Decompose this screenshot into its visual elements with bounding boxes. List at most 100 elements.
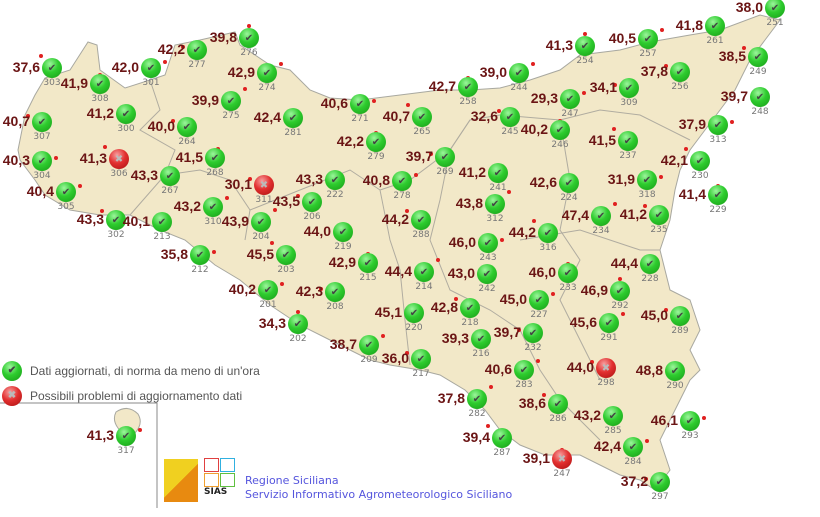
temperature-value: 42,9 <box>227 64 255 80</box>
check-green-icon[interactable]: ✔ <box>558 263 578 283</box>
check-green-icon[interactable]: ✔ <box>708 185 728 205</box>
check-green-icon[interactable]: ✔ <box>529 290 549 310</box>
cross-red-icon[interactable]: ✖ <box>109 149 129 169</box>
check-green-icon[interactable]: ✔ <box>467 389 487 409</box>
check-green-icon[interactable]: ✔ <box>283 108 303 128</box>
check-green-icon[interactable]: ✔ <box>411 210 431 230</box>
check-green-icon[interactable]: ✔ <box>325 170 345 190</box>
cross-red-icon[interactable]: ✖ <box>596 358 616 378</box>
check-green-icon[interactable]: ✔ <box>258 280 278 300</box>
check-green-icon[interactable]: ✔ <box>221 91 241 111</box>
station-location-dot <box>702 416 706 420</box>
check-green-icon[interactable]: ✔ <box>550 120 570 140</box>
check-green-icon[interactable]: ✔ <box>205 148 225 168</box>
check-green-icon[interactable]: ✔ <box>708 115 728 135</box>
check-green-icon[interactable]: ✔ <box>56 182 76 202</box>
check-green-icon[interactable]: ✔ <box>257 63 277 83</box>
check-green-icon[interactable]: ✔ <box>203 197 223 217</box>
check-green-icon[interactable]: ✔ <box>435 147 455 167</box>
check-green-icon[interactable]: ✔ <box>302 192 322 212</box>
check-green-icon[interactable]: ✔ <box>239 28 259 48</box>
check-green-icon[interactable]: ✔ <box>670 62 690 82</box>
check-green-icon[interactable]: ✔ <box>509 63 529 83</box>
check-green-icon[interactable]: ✔ <box>160 166 180 186</box>
check-green-icon[interactable]: ✔ <box>492 428 512 448</box>
check-green-icon[interactable]: ✔ <box>116 104 136 124</box>
check-green-icon[interactable]: ✔ <box>640 254 660 274</box>
check-green-icon[interactable]: ✔ <box>750 87 770 107</box>
check-green-icon[interactable]: ✔ <box>458 77 478 97</box>
check-green-icon[interactable]: ✔ <box>610 281 630 301</box>
check-green-icon[interactable]: ✔ <box>665 361 685 381</box>
check-green-icon[interactable]: ✔ <box>190 245 210 265</box>
check-green-icon[interactable]: ✔ <box>359 335 379 355</box>
check-green-icon[interactable]: ✔ <box>485 194 505 214</box>
station-location-dot <box>171 119 175 123</box>
check-green-icon[interactable]: ✔ <box>514 360 534 380</box>
check-green-icon[interactable]: ✔ <box>523 323 543 343</box>
check-green-icon[interactable]: ✔ <box>748 47 768 67</box>
check-green-icon[interactable]: ✔ <box>619 78 639 98</box>
check-green-icon[interactable]: ✔ <box>392 171 412 191</box>
check-green-icon[interactable]: ✔ <box>488 163 508 183</box>
check-green-icon[interactable]: ✔ <box>358 253 378 273</box>
check-green-icon[interactable]: ✔ <box>412 107 432 127</box>
station-location-dot <box>517 328 521 332</box>
check-green-icon[interactable]: ✔ <box>603 406 623 426</box>
check-green-icon[interactable]: ✔ <box>177 117 197 137</box>
check-green-icon[interactable]: ✔ <box>106 210 126 230</box>
check-green-icon[interactable]: ✔ <box>32 112 52 132</box>
check-green-icon[interactable]: ✔ <box>141 58 161 78</box>
check-green-icon[interactable]: ✔ <box>548 394 568 414</box>
check-green-icon[interactable]: ✔ <box>460 298 480 318</box>
station-id: 228 <box>641 274 659 284</box>
temperature-value: 31,9 <box>607 171 635 187</box>
check-green-icon[interactable]: ✔ <box>404 303 424 323</box>
check-green-icon[interactable]: ✔ <box>32 151 52 171</box>
check-green-icon[interactable]: ✔ <box>477 264 497 284</box>
station-id: 206 <box>303 212 321 222</box>
check-green-icon[interactable]: ✔ <box>650 472 670 492</box>
check-green-icon[interactable]: ✔ <box>414 262 434 282</box>
sicily-land <box>17 14 781 491</box>
check-green-icon[interactable]: ✔ <box>42 58 62 78</box>
station-id: 289 <box>671 326 689 336</box>
check-green-icon[interactable]: ✔ <box>575 36 595 56</box>
check-green-icon[interactable]: ✔ <box>276 245 296 265</box>
cross-red-icon[interactable]: ✖ <box>552 449 572 469</box>
check-green-icon[interactable]: ✔ <box>560 89 580 109</box>
check-green-icon[interactable]: ✔ <box>251 212 271 232</box>
check-green-icon[interactable]: ✔ <box>500 107 520 127</box>
check-green-icon[interactable]: ✔ <box>670 306 690 326</box>
check-green-icon[interactable]: ✔ <box>90 74 110 94</box>
check-green-icon[interactable]: ✔ <box>288 314 308 334</box>
check-green-icon[interactable]: ✔ <box>152 212 172 232</box>
check-green-icon[interactable]: ✔ <box>478 233 498 253</box>
check-green-icon[interactable]: ✔ <box>690 151 710 171</box>
check-green-icon[interactable]: ✔ <box>116 426 136 446</box>
check-green-icon[interactable]: ✔ <box>649 205 669 225</box>
check-green-icon[interactable]: ✔ <box>618 131 638 151</box>
check-green-icon[interactable]: ✔ <box>325 282 345 302</box>
check-green-icon[interactable]: ✔ <box>638 29 658 49</box>
check-green-icon[interactable]: ✔ <box>599 313 619 333</box>
cross-red-icon[interactable]: ✖ <box>254 175 274 195</box>
check-green-icon[interactable]: ✔ <box>187 40 207 60</box>
temperature-value: 39,7 <box>720 88 748 104</box>
check-green-icon[interactable]: ✔ <box>333 222 353 242</box>
check-green-icon[interactable]: ✔ <box>366 132 386 152</box>
check-green-icon[interactable]: ✔ <box>538 223 558 243</box>
check-green-icon[interactable]: ✔ <box>411 349 431 369</box>
check-green-icon[interactable]: ✔ <box>591 206 611 226</box>
station-id: 310 <box>204 217 222 227</box>
check-green-icon[interactable]: ✔ <box>637 170 657 190</box>
check-green-icon[interactable]: ✔ <box>765 0 785 18</box>
check-green-icon[interactable]: ✔ <box>471 329 491 349</box>
check-green-icon[interactable]: ✔ <box>559 173 579 193</box>
station-id: 279 <box>367 152 385 162</box>
check-green-icon[interactable]: ✔ <box>623 437 643 457</box>
check-green-icon[interactable]: ✔ <box>680 411 700 431</box>
temperature-value: 37,8 <box>640 63 668 79</box>
check-green-icon[interactable]: ✔ <box>705 16 725 36</box>
check-green-icon[interactable]: ✔ <box>350 94 370 114</box>
